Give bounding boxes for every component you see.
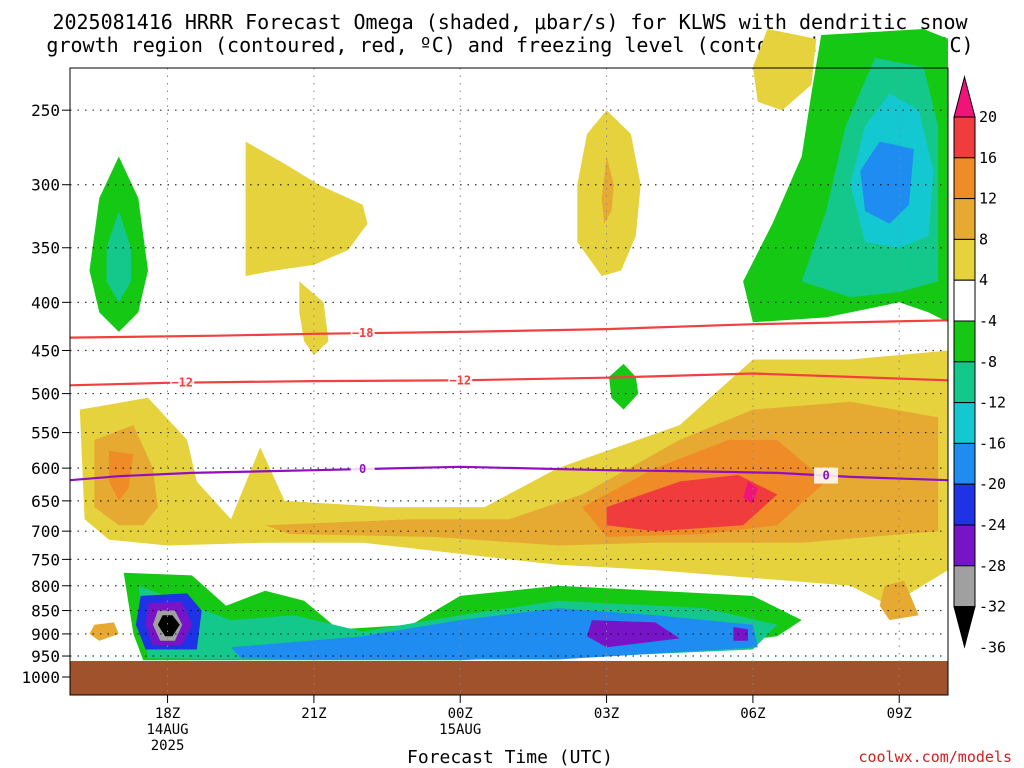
chart-title-line1: 2025081416 HRRR Forecast Omega (shaded, … [52,10,968,34]
contour-label-0: 0 [359,462,366,476]
y-tick-label: 950 [31,647,60,666]
colorbar-swatch-11 [953,524,976,567]
colorbar-swatch-3 [953,198,976,240]
colorbar-label: -8 [979,353,997,371]
colorbar-label: 16 [979,149,997,167]
colorbar-label: 20 [979,108,997,126]
colorbar-label: -28 [979,557,1006,575]
y-tick-label: 600 [31,459,60,478]
omega-region-27 [157,615,180,637]
colorbar-label: -24 [979,516,1006,534]
contour-label--18: −18 [352,326,374,340]
x-tick-label: 03Z [594,706,619,722]
y-tick-label: 400 [31,293,60,312]
omega-region-5 [299,281,329,355]
colorbar-label: -32 [979,598,1006,616]
colorbar: 20 16 12 8 4 -4 -8 -12 -16 -20 -24 -28 -32 -36 [953,75,1006,656]
colorbar-label: -12 [979,394,1006,412]
y-tick-label: 550 [31,424,60,443]
ground-band [70,661,948,695]
colorbar-swatch-5 [953,279,976,322]
x-tick-label: 14AUG [146,722,188,738]
y-tick-label: 250 [31,101,60,120]
y-tick-label: 300 [31,176,60,195]
omega-region-6 [752,29,817,111]
y-axis: 250 300 350 400 450 500 550 600 650 700 750 800 850 9… [21,101,70,687]
colorbar-label: -20 [979,475,1006,493]
contour-label-bg [814,467,839,484]
contour-line--18 [69,319,949,339]
x-axis-title: Forecast Time (UTC) [407,747,613,768]
y-tick-label: 700 [31,522,60,541]
omega-region-18 [743,481,758,504]
omega-region-4 [601,156,614,224]
colorbar-swatch-6 [953,320,976,363]
plot-frame [69,67,949,696]
plot-area: −18 −12 −12 0 0 [69,29,949,696]
y-tick-label: 1000 [21,668,60,687]
colorbar-bottom-arrow [953,606,976,649]
contour-label-bg [350,325,375,342]
colorbar-label: 12 [979,190,997,208]
omega-region-28 [89,622,119,641]
contour-label-bg [170,374,195,391]
colorbar-swatch-1 [953,116,976,159]
y-tick-label: 450 [31,342,60,361]
contour-label-bg [350,461,375,478]
y-tick-label: 350 [31,239,60,258]
contour-label--12: −12 [171,376,193,390]
colorbar-swatch-10 [953,483,976,526]
credit-link[interactable]: coolwx.com/models [858,748,1012,766]
omega-region-29 [879,580,919,621]
omega-region-1 [106,211,131,303]
x-tick-label: 15AUG [439,722,481,738]
colorbar-swatch-2 [953,157,976,200]
colorbar-swatch-12 [953,565,976,608]
y-tick-label: 650 [31,492,60,511]
omega-region-23 [733,627,748,641]
y-tick-label: 500 [31,385,60,404]
x-tick-label: 06Z [740,706,765,722]
colorbar-swatch-4 [953,238,976,281]
colorbar-swatch-7 [953,361,976,404]
x-tick-label: 09Z [887,706,912,722]
colorbar-label: 8 [979,230,988,248]
omega-region-21 [231,608,758,660]
colorbar-swatch-8 [953,402,976,444]
omega-region-17 [606,474,778,532]
omega-region-2 [245,141,368,276]
colorbar-label: -16 [979,434,1006,452]
omega-region-10 [860,141,914,224]
contour-label-0: 0 [822,469,829,483]
contours: −18 −12 −12 0 0 [69,319,949,484]
x-tick-label: 18Z [155,706,180,722]
y-tick-label: 750 [31,550,60,569]
contour-label-bg [448,372,473,389]
y-tick-label: 900 [31,625,60,644]
colorbar-top-arrow [953,75,976,118]
colorbar-label: -4 [979,312,997,330]
omega-shading [79,29,949,661]
x-tick-label: 00Z [448,706,473,722]
x-tick-label: 2025 [151,738,185,754]
colorbar-label: 4 [979,271,988,289]
y-tick-label: 850 [31,602,60,621]
colorbar-label: -36 [979,638,1006,656]
contour-label--12: −12 [449,373,471,387]
y-tick-label: 800 [31,577,60,596]
contour-line-0 [69,465,949,482]
omega-region-11 [609,363,639,410]
colorbar-swatch-9 [953,442,976,485]
x-tick-label: 21Z [301,706,326,722]
